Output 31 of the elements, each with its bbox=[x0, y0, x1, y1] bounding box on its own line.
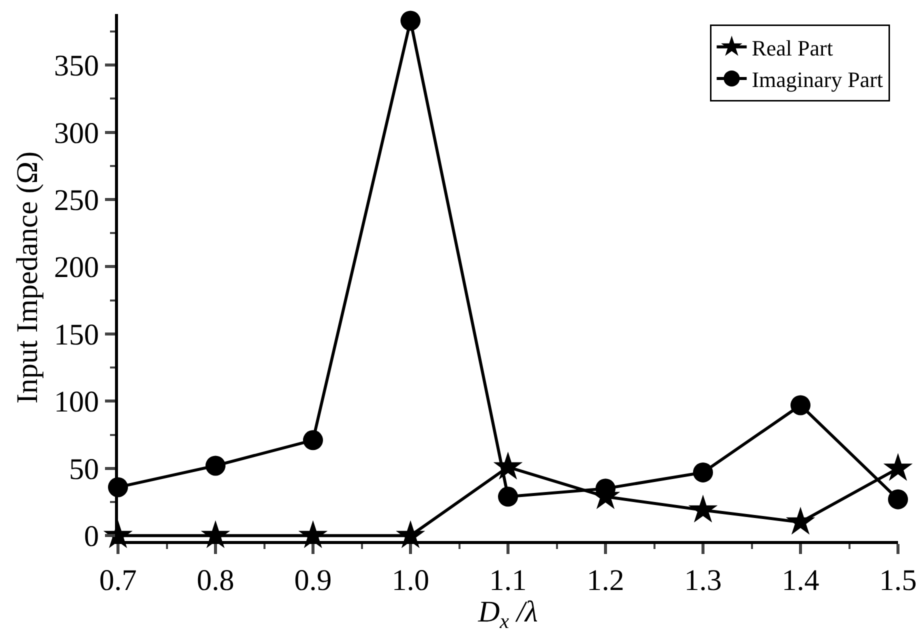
y-tick-label: 300 bbox=[54, 116, 99, 150]
x-tick-label: 0.8 bbox=[196, 564, 234, 597]
point bbox=[498, 486, 518, 507]
y-tick-label: 0 bbox=[84, 520, 99, 554]
x-tick-label: 0.7 bbox=[99, 564, 137, 597]
y-axis-title: Input Impedance (Ω) bbox=[11, 151, 44, 404]
point bbox=[883, 453, 913, 481]
legend-label: Imaginary Part bbox=[752, 67, 884, 92]
y-tick-label: 150 bbox=[54, 318, 99, 352]
x-tick-label: 1.3 bbox=[684, 564, 722, 597]
x-tick-label: 1.0 bbox=[392, 564, 430, 597]
point bbox=[206, 456, 226, 476]
point bbox=[790, 395, 810, 416]
y-tick-label: 50 bbox=[69, 452, 99, 486]
y-tick-label: 350 bbox=[54, 50, 99, 83]
x-axis-title: D$_{x}$ /λ bbox=[477, 596, 538, 633]
point bbox=[786, 506, 816, 535]
x-tick-label: 1.4 bbox=[782, 564, 820, 597]
point bbox=[400, 10, 420, 31]
point bbox=[693, 462, 713, 482]
point bbox=[688, 494, 718, 523]
point bbox=[303, 430, 323, 450]
x-tick-label: 1.2 bbox=[586, 564, 624, 597]
x-tick-label: 1.1 bbox=[489, 564, 527, 597]
y-tick-label: 250 bbox=[54, 184, 99, 218]
point bbox=[888, 489, 908, 510]
x-tick-label: 0.9 bbox=[294, 564, 332, 597]
legend-label: Real Part bbox=[752, 35, 833, 60]
x-tick-label: 1.5 bbox=[879, 564, 917, 597]
y-tick-label: 100 bbox=[54, 386, 99, 419]
y-tick-label: 200 bbox=[54, 251, 99, 284]
